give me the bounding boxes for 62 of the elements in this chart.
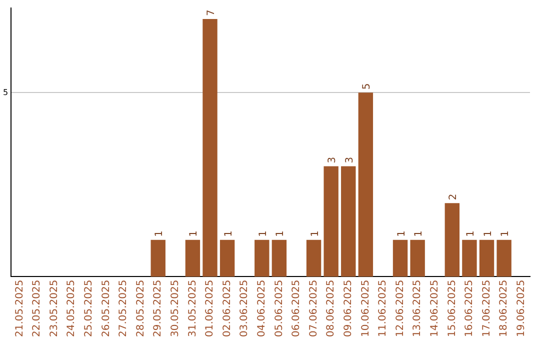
bar (150, 240, 166, 277)
x-tick-label: 25.05.2025 (84, 280, 95, 338)
data-label: 5 (362, 83, 373, 90)
x-tick-label: 15.06.2025 (446, 280, 458, 338)
x-tick-label: 09.06.2025 (342, 280, 354, 338)
x-tick-label: 05.06.2025 (274, 280, 285, 338)
x-tick-label: 16.06.2025 (464, 280, 476, 338)
bar (324, 166, 338, 277)
x-tick-label: 04.06.2025 (256, 280, 268, 338)
x-tick-label: 28.05.2025 (135, 280, 146, 338)
bar (254, 240, 270, 277)
x-tick-label: 27.05.2025 (118, 280, 130, 338)
data-label: 1 (310, 230, 321, 237)
x-tick-label: 24.05.2025 (66, 280, 78, 338)
x-tick-label: 02.06.2025 (222, 280, 233, 338)
x-tick-label: 17.06.2025 (481, 280, 492, 338)
x-tick-label: 03.06.2025 (239, 280, 250, 338)
x-tick-label: 18.06.2025 (498, 280, 510, 338)
data-label: 1 (223, 230, 234, 237)
bar (272, 240, 287, 277)
bar (479, 240, 494, 277)
bar (392, 240, 408, 277)
bar (358, 92, 374, 277)
x-tick-label: 23.05.2025 (48, 280, 60, 338)
x-tick-label: 22.05.2025 (32, 280, 43, 338)
bar (444, 203, 460, 277)
x-tick-label: 14.06.2025 (429, 280, 440, 338)
x-tick-label: 07.06.2025 (308, 280, 320, 338)
x-tick-label: 06.06.2025 (291, 280, 302, 338)
bar (185, 240, 200, 277)
data-label: 1 (396, 230, 408, 237)
data-label: 1 (414, 230, 425, 237)
x-tick-label: 08.06.2025 (326, 280, 337, 338)
bar (410, 240, 425, 277)
data-label: 1 (482, 230, 494, 237)
bar (462, 240, 477, 277)
x-tick-label: 11.06.2025 (378, 280, 389, 338)
data-label: 3 (344, 156, 356, 164)
bar (202, 19, 218, 277)
data-label: 2 (448, 194, 460, 200)
x-tick-label: 29.05.2025 (152, 280, 164, 338)
data-label: 1 (500, 230, 512, 237)
x-tick-label: 19.06.2025 (516, 280, 527, 338)
x-tick-label: 01.06.2025 (204, 280, 216, 338)
x-tick-label: 12.06.2025 (394, 280, 406, 338)
bar (306, 240, 322, 277)
x-tick-label: 13.06.2025 (412, 280, 424, 338)
bar (220, 240, 235, 277)
data-label: 7 (206, 10, 218, 16)
x-tick-label: 21.05.2025 (14, 280, 26, 338)
data-label: 1 (465, 230, 476, 237)
x-tick-label: 30.05.2025 (170, 280, 182, 338)
data-label: 1 (275, 230, 286, 237)
data-label: 3 (327, 156, 338, 164)
bar (496, 240, 512, 277)
x-tick-label: 26.05.2025 (100, 280, 112, 338)
data-label: 1 (258, 230, 269, 237)
bar (341, 166, 356, 277)
x-tick-label: 31.05.2025 (187, 280, 198, 338)
data-label: 1 (154, 230, 166, 237)
data-label: 1 (188, 230, 200, 237)
x-tick-label: 10.06.2025 (360, 280, 372, 338)
